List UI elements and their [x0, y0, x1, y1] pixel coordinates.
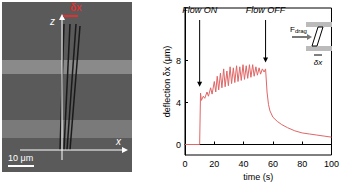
svg-text:60: 60 — [268, 159, 278, 169]
svg-text:40: 40 — [239, 159, 249, 169]
svg-text:F: F — [290, 24, 295, 34]
svg-text:deflection δx (μm): deflection δx (μm) — [162, 46, 172, 118]
svg-text:4: 4 — [176, 98, 181, 108]
svg-text:time (s): time (s) — [243, 172, 273, 182]
svg-text:Flow OFF: Flow OFF — [246, 5, 286, 15]
svg-text:δx: δx — [70, 2, 82, 13]
svg-text:drag: drag — [295, 28, 307, 34]
svg-text:z: z — [49, 16, 55, 27]
svg-text:8: 8 — [176, 56, 181, 66]
svg-text:80: 80 — [297, 159, 307, 169]
svg-text:10 μm: 10 μm — [8, 153, 33, 163]
svg-text:0: 0 — [182, 159, 187, 169]
svg-text:x: x — [115, 136, 122, 147]
svg-text:100: 100 — [324, 159, 339, 169]
svg-text:Flow ON: Flow ON — [182, 5, 218, 15]
svg-text:0: 0 — [176, 140, 181, 150]
svg-text:20: 20 — [209, 159, 219, 169]
svg-text:δx: δx — [314, 58, 323, 67]
